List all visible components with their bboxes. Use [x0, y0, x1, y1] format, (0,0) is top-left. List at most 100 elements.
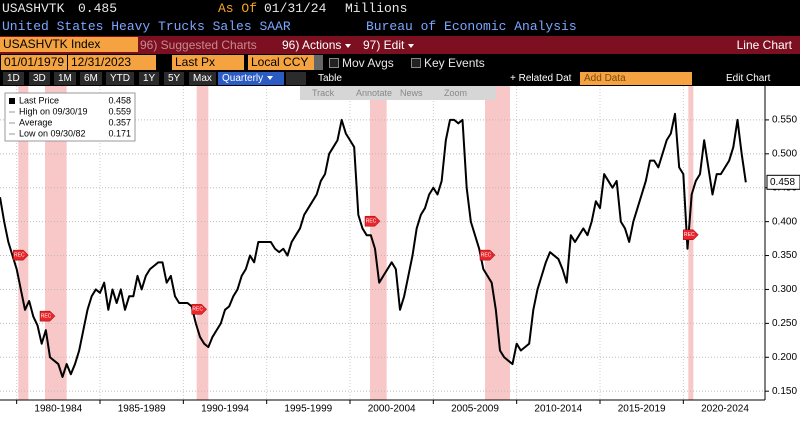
tool-button[interactable]: Zoom: [444, 88, 468, 98]
recession-marker: REC: [191, 304, 208, 315]
checkbox[interactable]: [329, 58, 339, 68]
x-tick-label: 1995-1999: [284, 404, 332, 415]
marker-label: REC: [684, 232, 695, 238]
chart-type: Line Chart: [736, 38, 792, 52]
range-button[interactable]: Max: [189, 72, 216, 85]
dropdown-arrow: [408, 43, 415, 48]
x-tick-label: 2020-2024: [701, 404, 749, 415]
marker-label: REC: [14, 252, 25, 258]
marker-label: REC: [192, 307, 203, 313]
tool-button[interactable]: Annotate: [356, 88, 393, 98]
x-tick-label: 1980-1984: [34, 404, 82, 415]
x-tick-label: 1985-1989: [118, 404, 166, 415]
chart-icon[interactable]: [286, 72, 306, 85]
recession-band: [688, 86, 694, 400]
y-tick-label: 0.400: [772, 216, 797, 227]
x-tick-label: 2015-2019: [618, 404, 666, 415]
recession-band: [45, 86, 67, 400]
recession-band: [196, 86, 209, 400]
y-tick-label: 0.500: [772, 148, 797, 159]
legend-label: High on 09/30/19: [19, 106, 88, 116]
y-tick-label: 0.200: [772, 352, 797, 363]
y-tick-label: 0.350: [772, 250, 797, 261]
table-button[interactable]: Table: [318, 73, 342, 84]
range-button[interactable]: 1D: [3, 72, 24, 85]
as-of-label: As Of: [218, 1, 258, 16]
related-data[interactable]: + Related Dat: [510, 73, 572, 84]
range-button[interactable]: 6M: [80, 72, 102, 85]
legend-swatch: [9, 98, 15, 104]
dropdown-arrow: [345, 43, 352, 48]
as-of-date: 01/31/24: [264, 1, 327, 16]
description: United States Heavy Trucks Sales SAAR: [2, 19, 291, 34]
marker-shape: [39, 310, 56, 322]
menu-bar: USASHVTK Index 96) Suggested Charts 96) …: [0, 36, 800, 54]
chart-toolbar: Track Annotate News Zoom: [300, 86, 496, 100]
actions-label: 96) Actions: [282, 38, 342, 52]
source: Bureau of Economic Analysis: [366, 19, 577, 34]
legend-value: 0.357: [108, 117, 131, 127]
end-date[interactable]: 12/31/2023: [68, 55, 156, 70]
y-tick-label: 0.550: [772, 115, 797, 126]
legend-box: [4, 92, 136, 142]
legend-value: 0.171: [108, 128, 131, 138]
recession-marker: REC: [479, 249, 496, 261]
mov-avgs[interactable]: Mov Avgs: [342, 56, 394, 70]
recession-band: [18, 86, 29, 400]
marker-shape: [479, 249, 496, 261]
description-row: United States Heavy Trucks Sales SAAR Bu…: [0, 18, 800, 36]
ticker: USASHVTK: [2, 1, 65, 16]
tool-button[interactable]: Track: [312, 88, 335, 98]
marker-shape: [191, 304, 208, 315]
checkbox[interactable]: [411, 58, 421, 68]
legend-label: Last Price: [19, 95, 59, 105]
marker-shape: [13, 249, 29, 261]
key-events[interactable]: Key Events: [424, 56, 485, 70]
range-row: 1D 3D 1M 6M YTD 1Y 5Y Max Quarterly Table + Rel…: [0, 72, 800, 86]
marker-label: REC: [481, 252, 492, 258]
x-tick-label: 1990-1994: [201, 404, 249, 415]
add-data-input[interactable]: Add Data: [580, 72, 692, 85]
tool-button[interactable]: News: [400, 88, 423, 98]
range-button[interactable]: 3D: [29, 72, 50, 85]
marker-shape: [364, 215, 381, 227]
x-tick-label: 2010-2014: [534, 404, 582, 415]
recession-band: [370, 86, 387, 400]
actions-menu[interactable]: 96) Actions: [282, 38, 352, 52]
range-button[interactable]: YTD: [106, 72, 134, 85]
field-select[interactable]: Last Px: [172, 55, 244, 70]
edit-label: 97) Edit: [363, 38, 405, 52]
range-button[interactable]: 1Y: [139, 72, 160, 85]
recession-marker: REC: [39, 310, 56, 322]
currency-select[interactable]: Local CCY: [248, 55, 316, 70]
y-tick-label: 0.150: [772, 386, 797, 397]
edit-menu[interactable]: 97) Edit: [363, 38, 415, 52]
recession-marker: REC: [13, 249, 29, 261]
marker-label: REC: [366, 219, 377, 225]
chart: 0.1500.2000.2500.3000.3500.4000.4500.500…: [0, 86, 800, 415]
marker-label: REC: [41, 313, 52, 319]
security-field[interactable]: USASHVTK Index: [0, 37, 138, 52]
recession-band: [485, 86, 510, 400]
currency-dropdown[interactable]: [314, 55, 323, 70]
legend: Last Price 0.458 High on 09/30/19 0.559 Aver…: [4, 92, 136, 142]
recession-marker: REC: [683, 229, 699, 241]
y-tick-label: 0.300: [772, 284, 797, 295]
edit-chart[interactable]: Edit Chart: [726, 73, 771, 84]
range-button[interactable]: 5Y: [164, 72, 185, 85]
legend-label: Low on 09/30/82: [19, 128, 86, 138]
legend-value: 0.559: [108, 106, 131, 116]
controls-row: 01/01/1979 - 12/31/2023 Last Px Local CC…: [0, 54, 800, 72]
range-button[interactable]: 1M: [54, 72, 76, 85]
period-label: Quarterly: [222, 73, 264, 84]
last-value: 0.485: [78, 1, 118, 16]
marker-shape: [683, 229, 699, 241]
line-series: [0, 112, 747, 378]
suggested-charts[interactable]: 96) Suggested Charts: [140, 38, 257, 52]
legend-label: Average: [19, 117, 52, 127]
start-date[interactable]: 01/01/1979: [1, 55, 68, 70]
x-tick-label: 2000-2004: [368, 404, 416, 415]
legend-value: 0.458: [108, 95, 131, 105]
period-select[interactable]: Quarterly: [218, 72, 284, 85]
